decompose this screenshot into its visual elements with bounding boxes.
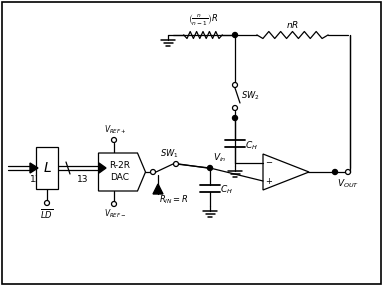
- Text: $V_{OUT}$: $V_{OUT}$: [337, 178, 359, 190]
- Circle shape: [345, 170, 350, 174]
- Polygon shape: [99, 163, 106, 173]
- Circle shape: [232, 106, 237, 110]
- Circle shape: [111, 202, 116, 206]
- Text: 13: 13: [30, 176, 42, 184]
- Text: −: −: [265, 158, 272, 168]
- Text: $R_{IN}=R$: $R_{IN}=R$: [159, 194, 189, 206]
- Text: R-2R: R-2R: [110, 162, 131, 170]
- Polygon shape: [153, 184, 163, 194]
- Text: $C_H$: $C_H$: [244, 140, 257, 152]
- Circle shape: [44, 200, 49, 206]
- Text: $SW_2$: $SW_2$: [241, 89, 259, 102]
- Text: $nR$: $nR$: [286, 19, 299, 31]
- Circle shape: [208, 166, 213, 170]
- Text: $V_{REF+}$: $V_{REF+}$: [104, 124, 126, 136]
- Bar: [36, 147, 58, 189]
- Circle shape: [111, 138, 116, 142]
- Text: 13: 13: [77, 176, 89, 184]
- Text: L: L: [43, 161, 51, 175]
- Text: +: +: [265, 176, 272, 186]
- Polygon shape: [98, 153, 146, 191]
- Circle shape: [332, 170, 337, 174]
- Text: $\overline{LD}$: $\overline{LD}$: [41, 207, 54, 221]
- Circle shape: [173, 162, 178, 166]
- Circle shape: [151, 170, 155, 174]
- Circle shape: [232, 82, 237, 88]
- Text: $\left(\frac{n}{n-1}\right)R$: $\left(\frac{n}{n-1}\right)R$: [188, 13, 218, 27]
- Polygon shape: [30, 163, 38, 173]
- Circle shape: [232, 33, 237, 37]
- Text: $SW_1$: $SW_1$: [160, 148, 179, 160]
- Circle shape: [232, 116, 237, 120]
- Text: $C_H$: $C_H$: [219, 184, 232, 196]
- Text: DAC: DAC: [111, 172, 129, 182]
- Text: $V_{REF-}$: $V_{REF-}$: [104, 208, 126, 220]
- Text: $V_{in}$: $V_{in}$: [213, 152, 226, 164]
